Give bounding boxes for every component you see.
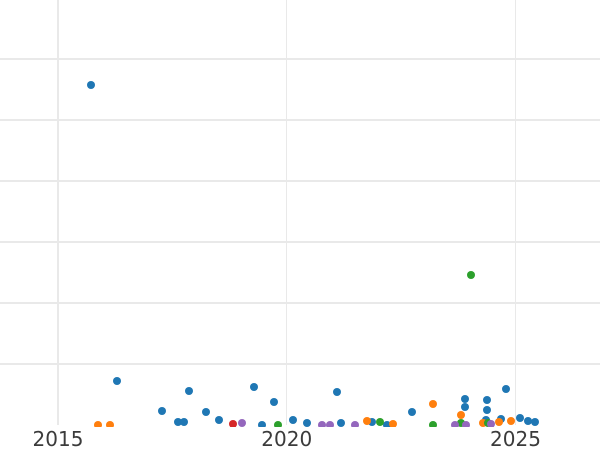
data-point-orange (362, 416, 371, 425)
data-point-blue (516, 414, 525, 423)
data-point-blue (249, 383, 258, 392)
data-point-orange (93, 421, 102, 427)
data-point-blue (337, 419, 346, 427)
data-point-blue (408, 408, 417, 417)
data-point-purple (462, 421, 471, 427)
data-point-blue (523, 416, 532, 425)
data-point-blue (258, 421, 267, 427)
data-point-red (229, 419, 238, 427)
data-point-green (457, 419, 466, 427)
data-point-blue (215, 416, 224, 425)
data-point-orange (429, 400, 438, 409)
data-point-purple (486, 419, 495, 427)
data-point-green (467, 270, 476, 279)
data-point-orange (479, 419, 488, 427)
data-point-blue (184, 386, 193, 395)
data-point-green (429, 421, 438, 427)
data-point-blue (157, 406, 166, 415)
gridline-horizontal (0, 302, 600, 304)
data-point-blue (531, 417, 540, 426)
data-point-blue (483, 405, 492, 414)
data-point-blue (201, 408, 210, 417)
gridline-horizontal (0, 180, 600, 182)
data-point-blue (382, 421, 391, 427)
data-point-blue (173, 417, 182, 426)
data-point-green (274, 421, 283, 427)
data-point-blue (333, 388, 342, 397)
data-point-orange (506, 416, 515, 425)
gridline-vertical (286, 0, 288, 425)
data-point-blue (302, 419, 311, 427)
gridline-vertical (57, 0, 59, 425)
data-point-orange (106, 421, 115, 427)
data-point-blue (179, 417, 188, 426)
data-point-blue (113, 377, 122, 386)
data-point-blue (269, 397, 278, 406)
data-point-blue (86, 81, 95, 90)
data-point-orange (457, 411, 466, 420)
data-point-purple (350, 421, 359, 427)
gridline-horizontal (0, 119, 600, 121)
data-point-blue (501, 385, 510, 393)
data-point-orange (495, 417, 504, 426)
x-tick-label: 2025 (490, 427, 541, 450)
plot-area (0, 0, 600, 427)
gridline-horizontal (0, 363, 600, 365)
data-point-blue (461, 394, 470, 403)
gridline-horizontal (0, 58, 600, 60)
gridline-horizontal (0, 241, 600, 243)
data-point-blue (461, 402, 470, 411)
data-point-purple (317, 421, 326, 427)
gridline-vertical (514, 0, 517, 425)
data-point-orange (388, 419, 397, 427)
data-point-purple (451, 421, 460, 427)
data-point-green (376, 417, 385, 426)
x-tick-label: 2015 (32, 427, 84, 450)
x-tick-label: 2020 (261, 427, 313, 450)
data-point-blue (367, 417, 376, 426)
data-point-blue (483, 395, 492, 404)
data-point-purple (237, 419, 246, 427)
data-point-purple (326, 421, 335, 427)
data-point-blue (288, 416, 297, 425)
